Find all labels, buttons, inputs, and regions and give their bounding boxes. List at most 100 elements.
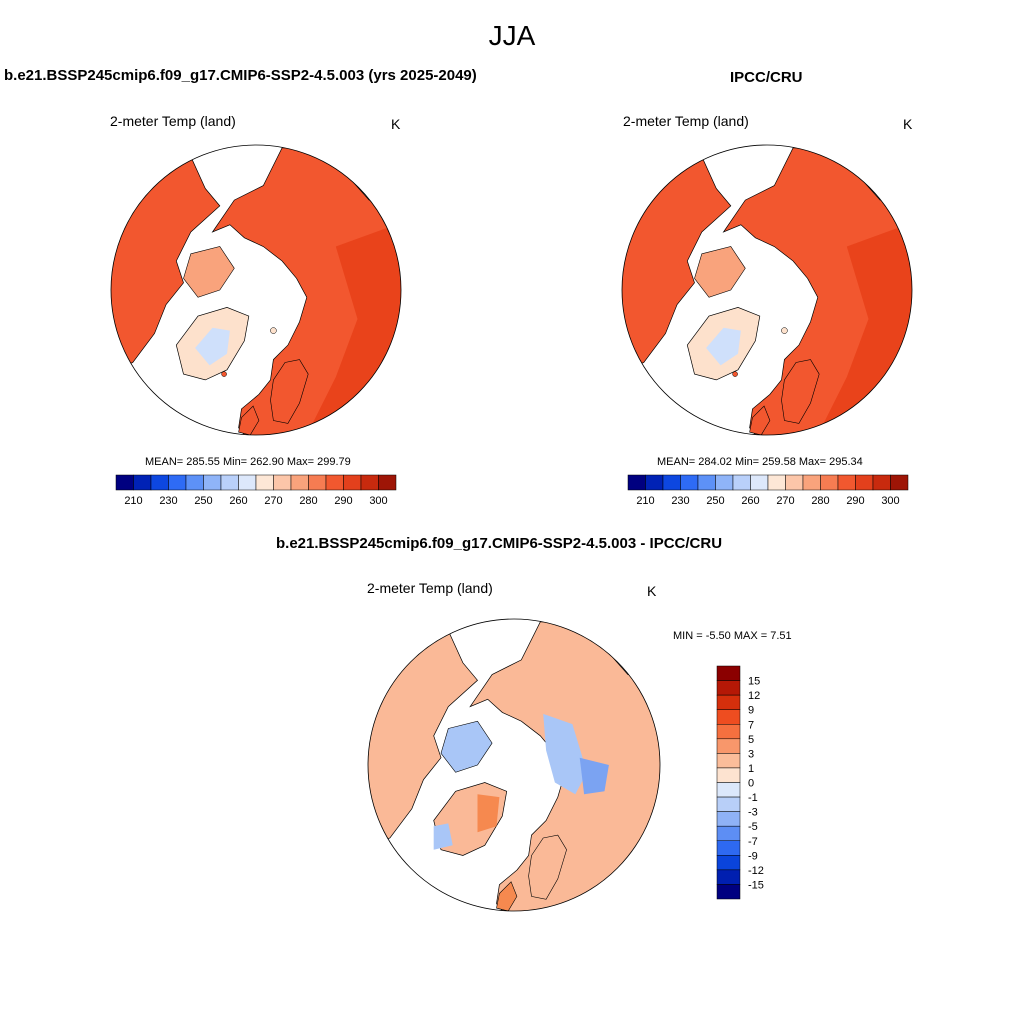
- colorbar-tick-label: -12: [748, 865, 764, 877]
- colorbar-tick-label: -1: [748, 792, 758, 804]
- colorbar-tick-label: 9: [748, 705, 754, 717]
- obs-polar-map: [622, 145, 912, 435]
- colorbar-tick-label: -9: [748, 850, 758, 862]
- colorbar-box: [115, 474, 134, 491]
- colorbar-tick-label: 1: [748, 763, 754, 775]
- greenland-ice-core: [706, 327, 741, 366]
- diff-panel-title: b.e21.BSSP245cmip6.f09_g17.CMIP6-SSP2-4.…: [276, 535, 723, 552]
- colorbar-box: [185, 474, 204, 491]
- colorbar-box: [716, 840, 741, 856]
- colorbar-tick-label: 250: [706, 495, 724, 507]
- colorbar-box: [697, 474, 716, 491]
- colorbar-tick-label: -15: [748, 879, 764, 891]
- colorbar-box: [662, 474, 681, 491]
- colorbar-box: [150, 474, 169, 491]
- british-isles: [749, 405, 771, 435]
- colorbar-tick-label: 210: [124, 495, 142, 507]
- obs-map-boundary: [621, 144, 913, 436]
- colorbar-tick-label: 260: [229, 495, 247, 507]
- colorbar-box: [325, 474, 344, 491]
- colorbar-tick-label: 230: [159, 495, 177, 507]
- diff-variable-label: 2-meter Temp (land): [367, 580, 493, 596]
- greenland-warm-anomaly: [477, 794, 500, 833]
- colorbar-box: [290, 474, 309, 491]
- colorbar-box: [715, 474, 734, 491]
- colorbar-tick-label: 210: [636, 495, 654, 507]
- iceland: [221, 371, 227, 377]
- colorbar-tick-label: 12: [748, 690, 760, 702]
- colorbar-box: [716, 869, 741, 885]
- colorbar-box: [680, 474, 699, 491]
- colorbar-box: [168, 474, 187, 491]
- central-asia-cool-anomaly: [579, 757, 609, 795]
- colorbar-box: [716, 884, 741, 900]
- colorbar-box: [716, 767, 741, 783]
- colorbar-tick-label: 15: [748, 676, 760, 688]
- colorbar-box: [308, 474, 327, 491]
- colorbar-box: [220, 474, 239, 491]
- obs-colorbar: 210 230 250 260 270 280 290 300: [627, 474, 909, 507]
- obs-panel-title: IPCC/CRU: [730, 69, 803, 86]
- colorbar-box: [716, 724, 741, 740]
- model-polar-map: [111, 145, 401, 435]
- colorbar-tick-label: -3: [748, 807, 758, 819]
- colorbar-tick-label: 290: [334, 495, 352, 507]
- page-title: JJA: [488, 20, 536, 51]
- colorbar-box: [716, 709, 741, 725]
- colorbar-box: [133, 474, 152, 491]
- colorbar-box: [732, 474, 751, 491]
- colorbar-box: [716, 694, 741, 710]
- diff-minmax: MIN = -5.50 MAX = 7.51: [673, 630, 792, 642]
- scandinavia: [781, 359, 820, 424]
- arctic-archipelago: [694, 246, 746, 298]
- colorbar-box: [716, 665, 741, 681]
- colorbar-tick-label: 280: [299, 495, 317, 507]
- scandinavia: [528, 834, 567, 900]
- colorbar-box: [716, 796, 741, 812]
- colorbar-box: [890, 474, 909, 491]
- colorbar-tick-label: 270: [264, 495, 282, 507]
- colorbar-box: [716, 811, 741, 827]
- arctic-archipelago: [440, 720, 493, 773]
- colorbar-box: [273, 474, 292, 491]
- colorbar-tick-label: 290: [846, 495, 864, 507]
- colorbar-tick-label: 3: [748, 748, 754, 760]
- colorbar-box: [716, 782, 741, 798]
- colorbar-box: [767, 474, 786, 491]
- colorbar-box: [872, 474, 891, 491]
- colorbar-tick-label: -5: [748, 821, 758, 833]
- iceland: [732, 371, 738, 377]
- colorbar-box: [716, 738, 741, 754]
- diff-polar-map: [368, 619, 660, 911]
- colorbar-box: [627, 474, 646, 491]
- model-stats: MEAN= 285.55 Min= 262.90 Max= 299.79: [145, 456, 351, 468]
- obs-units-label: K: [903, 116, 913, 132]
- colorbar-tick-label: 300: [881, 495, 899, 507]
- svalbard: [781, 327, 788, 334]
- colorbar-box: [855, 474, 874, 491]
- colorbar-tick-label: 300: [369, 495, 387, 507]
- colorbar-box: [378, 474, 397, 491]
- obs-stats: MEAN= 284.02 Min= 259.58 Max= 295.34: [657, 456, 863, 468]
- colorbar-tick-label: 250: [194, 495, 212, 507]
- british-isles: [238, 405, 260, 435]
- colorbar-box: [820, 474, 839, 491]
- colorbar-tick-label: 5: [748, 734, 754, 746]
- colorbar-box: [343, 474, 362, 491]
- colorbar-box: [645, 474, 664, 491]
- greenland-cool-anomaly: [433, 823, 453, 850]
- colorbar-tick-label: 280: [811, 495, 829, 507]
- model-panel-title: b.e21.BSSP245cmip6.f09_g17.CMIP6-SSP2-4.…: [4, 67, 477, 84]
- colorbar-tick-label: -7: [748, 836, 758, 848]
- diff-units-label: K: [647, 583, 657, 599]
- colorbar-box: [716, 825, 741, 841]
- model-map-boundary: [110, 144, 402, 436]
- svalbard: [270, 327, 277, 334]
- colorbar-tick-label: 7: [748, 719, 754, 731]
- colorbar-box: [802, 474, 821, 491]
- colorbar-tick-label: 0: [748, 778, 754, 790]
- model-units-label: K: [391, 116, 401, 132]
- scandinavia: [270, 359, 309, 424]
- colorbar-box: [203, 474, 222, 491]
